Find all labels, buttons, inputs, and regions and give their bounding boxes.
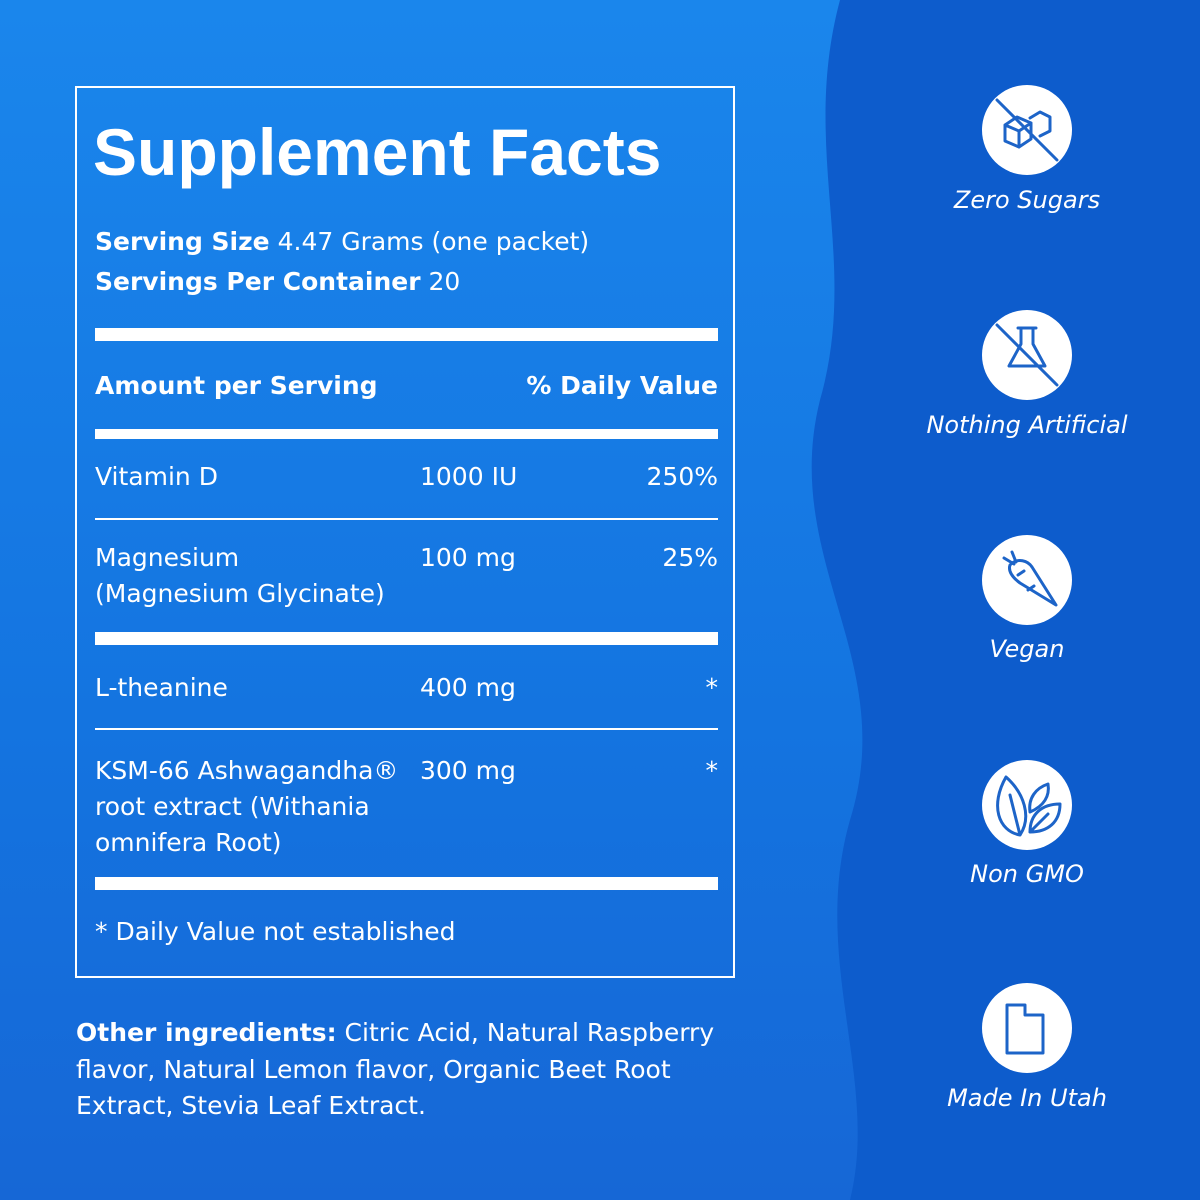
column-header: Amount per Serving (95, 371, 378, 400)
rule (95, 877, 718, 890)
daily-value: 250% (646, 462, 718, 491)
rule (95, 632, 718, 645)
serving-size: Serving Size 4.47 Grams (one packet) (95, 224, 589, 260)
nutrient-name: Magnesium (95, 543, 240, 572)
value: 20 (428, 267, 461, 296)
nutrient-name: Vitamin D (95, 462, 218, 491)
badge-label: Vegan (989, 635, 1065, 663)
nutrient-amount: 300 mg (420, 756, 516, 785)
thick-rule (95, 328, 718, 341)
footnote: * Daily Value not established (95, 917, 456, 946)
nutrient-name: L-theanine (95, 673, 228, 702)
text-line: flavor, Natural Lemon flavor, Organic Be… (76, 1054, 671, 1084)
nutrient-name: omnifera Root) (95, 828, 282, 857)
badge-icons (982, 85, 1072, 1073)
nutrient-name: root extract (Withania (95, 792, 370, 821)
nutrient-amount: 1000 IU (420, 462, 518, 491)
facts-panel (75, 86, 735, 978)
daily-value: 25% (662, 543, 718, 572)
facts-title: Supplement Facts (93, 115, 662, 189)
value: 4.47 Grams (one packet) (277, 227, 590, 256)
servings-per-container: Servings Per Container 20 (95, 264, 460, 300)
label: Serving Size (95, 227, 270, 256)
column-header: % Daily Value (526, 371, 718, 400)
badge-label: Made In Utah (947, 1084, 1107, 1112)
nutrient-amount: 400 mg (420, 673, 516, 702)
nutrient-amount: 100 mg (420, 543, 516, 572)
rule (95, 518, 718, 520)
other-ingredients: Other ingredients: Citric Acid, Natural … (76, 1015, 714, 1125)
badge-label: Non GMO (970, 859, 1084, 888)
label: Other ingredients: (76, 1018, 337, 1047)
thick-rule (95, 429, 718, 439)
daily-value: * (705, 756, 719, 785)
badge-label: Zero Sugars (953, 186, 1101, 214)
label: Servings Per Container (95, 267, 421, 296)
daily-value: * (705, 673, 719, 702)
nutrient-name: (Magnesium Glycinate) (95, 579, 385, 608)
badge-label: Nothing Artificial (926, 410, 1128, 439)
text-line: Citric Acid, Natural Raspberry (336, 1018, 715, 1047)
nutrient-name: KSM-66 Ashwagandha® (95, 756, 399, 785)
text-line: Extract, Stevia Leaf Extract. (76, 1091, 426, 1120)
rule (95, 728, 718, 730)
